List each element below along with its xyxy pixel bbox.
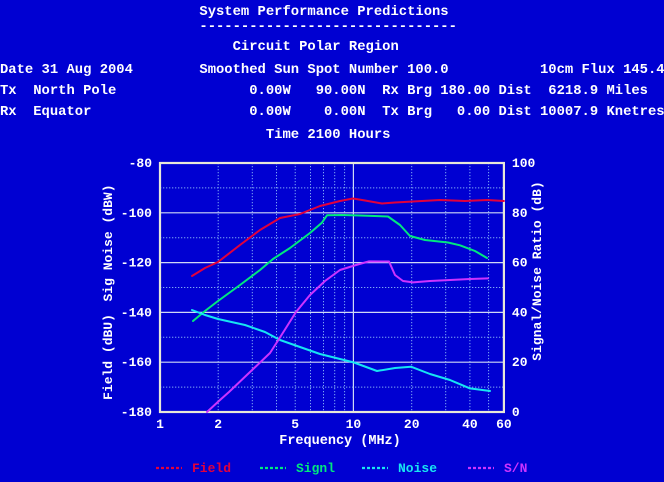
svg-text:Field (dBU): Field (dBU) [101,314,116,400]
svg-text:-140: -140 [121,305,152,320]
svg-text:-100: -100 [121,206,152,221]
svg-text:2: 2 [214,417,222,432]
svg-text:5: 5 [291,417,299,432]
svg-text:Frequency (MHz): Frequency (MHz) [279,434,401,449]
svg-text:Signl: Signl [296,461,335,476]
svg-text:100: 100 [512,156,536,171]
svg-text:Field: Field [192,461,231,476]
svg-text:20: 20 [512,355,528,370]
svg-text:Noise: Noise [398,461,437,476]
svg-text:S/N: S/N [504,461,527,476]
svg-text:-80: -80 [129,156,153,171]
svg-text:Sig Noise (dBW): Sig Noise (dBW) [101,184,116,301]
svg-text:-180: -180 [121,405,152,420]
svg-text:Signal/Noise Ratio (dB): Signal/Noise Ratio (dB) [530,181,545,360]
svg-text:0: 0 [512,405,520,420]
svg-text:-120: -120 [121,256,152,271]
svg-text:-160: -160 [121,355,152,370]
svg-text:1: 1 [156,417,164,432]
svg-text:80: 80 [512,206,528,221]
svg-text:60: 60 [496,417,512,432]
svg-text:10: 10 [346,417,362,432]
svg-text:40: 40 [462,417,478,432]
svg-text:40: 40 [512,305,528,320]
svg-text:20: 20 [404,417,420,432]
svg-text:60: 60 [512,256,528,271]
